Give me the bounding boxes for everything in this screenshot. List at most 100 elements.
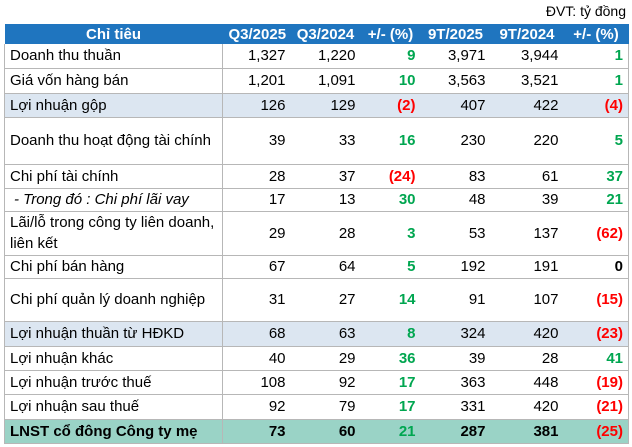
value-cell: 448 [490,370,564,395]
row-label: Lợi nhuận sau thuế [4,394,223,420]
row-label: - Trong đó : Chi phí lãi vay [4,188,223,212]
table-row: Lợi nhuận sau thuế 92 79 17 331 420 (21) [4,394,629,420]
change-cell: (62) [563,211,629,256]
change-cell: (23) [563,321,629,347]
row-label: Chi phí quản lý doanh nghiệp [4,278,223,322]
change-cell: 1 [563,68,629,94]
value-cell: 422 [490,93,564,118]
value-cell: 33 [290,117,361,165]
change-cell: (21) [563,394,629,420]
table-row: Doanh thu hoạt động tài chính 39 33 16 230 22… [4,117,629,165]
value-cell: 1,327 [222,44,291,69]
value-cell: 107 [490,278,564,322]
value-cell: 39 [490,188,564,212]
value-cell: 29 [222,211,291,256]
value-cell: 28 [490,346,564,371]
value-cell: 67 [222,255,291,279]
table-row: Chi phí quản lý doanh nghiệp 31 27 14 91 107(… [4,278,629,322]
header-row: Chỉ tiêu Q3/2025 Q3/2024 +/- (%) 9T/2025 9T/2… [4,24,629,44]
value-cell: 27 [290,278,361,322]
value-cell: 28 [290,211,361,256]
value-cell: 220 [490,117,564,165]
change-cell: 17 [360,394,421,420]
table-row: - Trong đó : Chi phí lãi vay 17 13 30 48 39 21 [4,188,629,212]
value-cell: 48 [420,188,491,212]
change-cell: (19) [563,370,629,395]
value-cell: 53 [420,211,491,256]
change-cell: 16 [360,117,421,165]
value-cell: 3,563 [420,68,491,94]
header-cell: 9T/2024 [499,25,555,43]
value-cell: 1,201 [222,68,291,94]
table-row: Doanh thu thuần 1,327 1,220 9 3,971 3,944 1 [4,44,629,69]
value-cell: 381 [490,419,564,444]
value-cell: 407 [420,93,491,118]
table-row: Lợi nhuận thuần từ HĐKD 68 63 8 324 420 (23) [4,321,629,347]
change-cell: (15) [563,278,629,322]
row-label: Lợi nhuận thuần từ HĐKD [4,321,223,347]
value-cell: 92 [290,370,361,395]
table-row: Giá vốn hàng bán 1,201 1,091 10 3,563 3,521 1 [4,68,629,94]
change-cell: 14 [360,278,421,322]
header-cell: Q3/2025 [228,25,287,43]
table-row: LNST cổ đông Công ty mẹ 73 60 21 287 381 (25) [4,419,629,444]
value-cell: 64 [290,255,361,279]
row-label: Lãi/lỗ trong công ty liên doanh, liên kế… [4,211,223,256]
change-cell: 41 [563,346,629,371]
value-cell: 28 [222,164,291,189]
value-cell: 3,971 [420,44,491,69]
value-cell: 108 [222,370,291,395]
row-label: Chi phí bán hàng [4,255,223,279]
table-row: Lợi nhuận trước thuế 108 92 17 363 448 (19) [4,370,629,395]
change-cell: (2) [360,93,421,118]
row-label: Doanh thu thuần [4,44,223,69]
value-cell: 17 [222,188,291,212]
change-cell: 21 [563,188,629,212]
row-label: Chi phí tài chính [4,164,223,189]
value-cell: 126 [222,93,291,118]
table-row: Lãi/lỗ trong công ty liên doanh, liên kế… [4,211,629,256]
change-cell: (25) [563,419,629,444]
header-cell: Q3/2024 [296,25,355,43]
row-label: Giá vốn hàng bán [4,68,223,94]
change-cell: 17 [360,370,421,395]
header-cell: Chỉ tiêu [86,25,141,43]
change-cell: 0 [563,255,629,279]
change-cell: 37 [563,164,629,189]
value-cell: 92 [222,394,291,420]
value-cell: 192 [420,255,491,279]
table-row: Chi phí tài chính 28 37 (24) 83 61 37 [4,164,629,189]
row-label: Lợi nhuận khác [4,346,223,371]
value-cell: 3,944 [490,44,564,69]
value-cell: 324 [420,321,491,347]
change-cell: (24) [360,164,421,189]
change-cell: 3 [360,211,421,256]
financial-table: Chỉ tiêu Q3/2025 Q3/2024 +/- (%) 9T/2025 9T/2… [4,24,629,444]
change-cell: 10 [360,68,421,94]
value-cell: 420 [490,321,564,347]
value-cell: 40 [222,346,291,371]
row-label: LNST cổ đông Công ty mẹ [4,419,223,444]
header-cell: +/- (%) [573,25,619,43]
unit-note: ĐVT: tỷ đồng [545,3,626,19]
change-cell: 30 [360,188,421,212]
value-cell: 61 [490,164,564,189]
header-cell: +/- (%) [367,25,414,43]
value-cell: 1,091 [290,68,361,94]
change-cell: 8 [360,321,421,347]
value-cell: 39 [420,346,491,371]
value-cell: 287 [420,419,491,444]
row-label: Doanh thu hoạt động tài chính [4,117,223,165]
value-cell: 29 [290,346,361,371]
value-cell: 3,521 [490,68,564,94]
value-cell: 83 [420,164,491,189]
value-cell: 137 [490,211,564,256]
value-cell: 37 [290,164,361,189]
value-cell: 73 [222,419,291,444]
value-cell: 79 [290,394,361,420]
row-label: Lợi nhuận trước thuế [4,370,223,395]
change-cell: 36 [360,346,421,371]
value-cell: 230 [420,117,491,165]
value-cell: 31 [222,278,291,322]
